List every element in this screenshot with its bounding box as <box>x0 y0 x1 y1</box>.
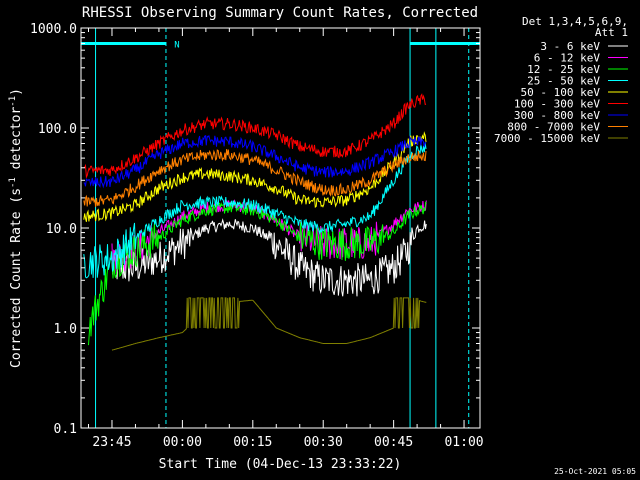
legend-label-3: 25 - 50 keV <box>527 75 600 88</box>
legend-label-1: 6 - 12 keV <box>534 52 601 65</box>
series-trace <box>83 142 427 279</box>
series-12-25-kev <box>88 201 427 346</box>
legend-label-0: 3 - 6 keV <box>540 40 600 53</box>
legend-header-1: Att 1 <box>595 26 628 39</box>
series-trace <box>83 134 427 189</box>
series-trace <box>83 93 427 180</box>
series-trace <box>111 218 427 297</box>
plot-area: N 1000.0 100.0 10.0 1.0 0.1 23:45 00:00 00:15 00:… <box>30 22 484 450</box>
legend-label-4: 50 - 100 keV <box>521 86 601 99</box>
series-100-300-kev <box>83 93 427 180</box>
y-axis-label-part-3: ) <box>9 88 24 96</box>
legend-label-7: 800 - 7000 keV <box>507 121 600 134</box>
y-tick-label-0: 1000.0 <box>30 22 77 37</box>
legend-header-0: Det 1,3,4,5,6,9, <box>522 15 628 28</box>
y-tick-label-2: 10.0 <box>46 222 77 237</box>
series-800-7000-kev <box>83 149 427 207</box>
series-3-6-kev <box>111 218 427 297</box>
y-tick-label-3: 1.0 <box>54 322 77 337</box>
series-trace <box>83 149 427 207</box>
series-300-800-kev <box>83 134 427 189</box>
legend-label-2: 12 - 25 keV <box>527 63 600 76</box>
y-tick-label-4: 0.1 <box>54 422 77 437</box>
legend-label-6: 300 - 800 keV <box>514 109 600 122</box>
y-axis-label-exp-1: -1 <box>8 177 18 188</box>
x-tick-label-2: 00:15 <box>233 435 272 450</box>
series-trace <box>111 297 427 351</box>
x-tick-label-4: 00:45 <box>374 435 413 450</box>
y-axis-label: Corrected Count Rate (s-1 detector-1) <box>8 88 24 368</box>
series-7000-15000-kev <box>111 297 427 351</box>
x-tick-label-5: 01:00 <box>444 435 483 450</box>
series-25-50-kev <box>83 142 427 279</box>
legend-label-5: 100 - 300 keV <box>514 98 600 111</box>
series-trace <box>88 201 427 346</box>
y-axis-label-part-1: Corrected Count Rate (s <box>9 188 24 368</box>
x-tick-label-0: 23:45 <box>92 435 131 450</box>
x-tick-label-3: 00:30 <box>304 435 343 450</box>
series-50-100-kev <box>83 131 427 222</box>
legend-label-8: 7000 - 15000 keV <box>494 132 600 145</box>
x-axis-label: Start Time (04-Dec-13 23:33:22) <box>159 457 402 472</box>
x-tick-label-1: 00:00 <box>163 435 202 450</box>
chart-title: RHESSI Observing Summary Count Rates, Co… <box>82 5 478 21</box>
series-trace <box>83 131 427 222</box>
flag-marker-label: N <box>174 40 179 50</box>
y-tick-label-1: 100.0 <box>38 122 77 137</box>
y-axis-label-part-2: detector <box>9 107 24 178</box>
y-axis-label-exp-2: -1 <box>8 96 18 107</box>
timestamp: 25-Oct-2021 05:05 <box>554 467 636 476</box>
